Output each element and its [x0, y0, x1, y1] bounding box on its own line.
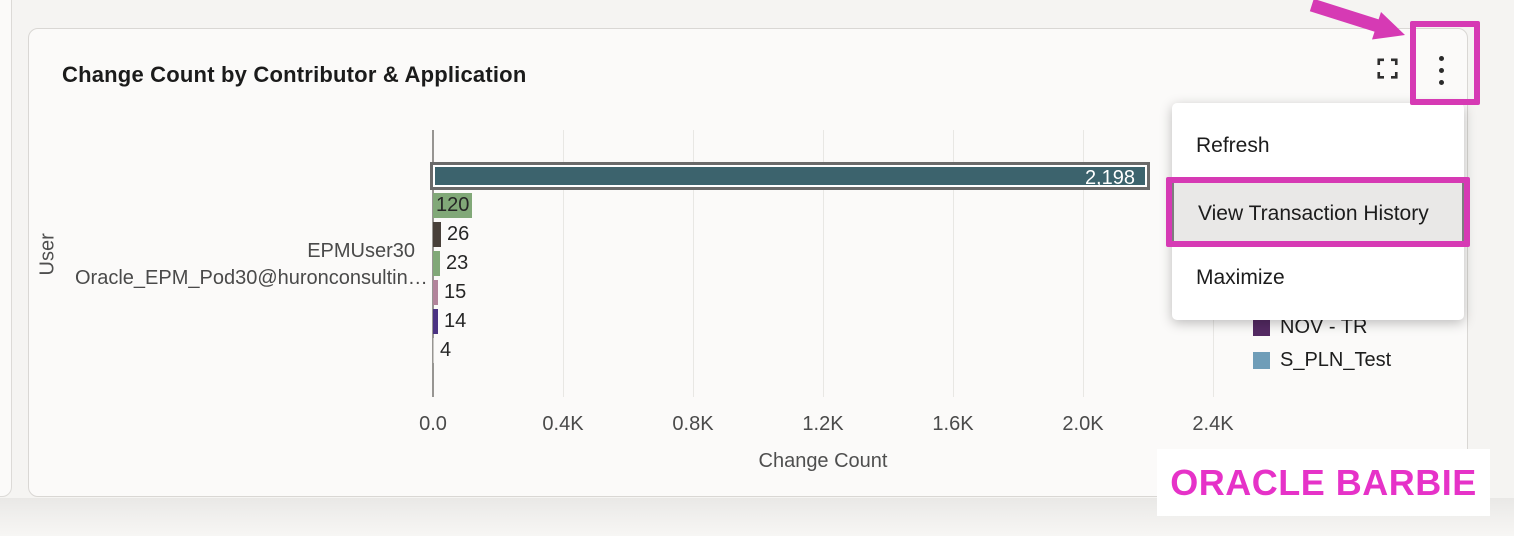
bar-segment[interactable]	[433, 193, 472, 218]
category-label: Oracle_EPM_Pod30@huronconsultin…	[75, 267, 428, 289]
kebab-menu-icon	[1438, 55, 1444, 85]
bar-segment[interactable]	[430, 162, 1150, 190]
expand-icon	[1376, 58, 1398, 82]
legend-label: S_PLN_Test	[1280, 349, 1392, 371]
gridline	[563, 130, 564, 397]
expand-button[interactable]	[1371, 54, 1403, 86]
x-axis-title: Change Count	[758, 450, 888, 472]
x-tick-label: 0.0	[419, 413, 447, 435]
x-tick-label: 0.8K	[672, 413, 714, 435]
gridline	[1083, 130, 1084, 397]
menu-item-view-transaction-history[interactable]: View Transaction History	[1172, 181, 1464, 247]
bar-segment[interactable]	[433, 280, 438, 305]
menu-item-maximize[interactable]: Maximize	[1196, 266, 1285, 289]
x-tick-label: 2.0K	[1062, 413, 1104, 435]
widget-context-menu: Refresh View Transaction History Maximiz…	[1172, 103, 1464, 320]
x-tick-label: 2.4K	[1192, 413, 1234, 435]
legend-swatch	[1253, 319, 1270, 336]
legend-item[interactable]: NOV - TR	[1253, 316, 1391, 339]
gridline	[823, 130, 824, 397]
bar-value-label: 14	[444, 310, 467, 332]
gridline	[693, 130, 694, 397]
legend-item[interactable]: S_PLN_Test	[1253, 349, 1391, 372]
bar-segment[interactable]	[433, 222, 441, 247]
menu-item-refresh[interactable]: Refresh	[1196, 134, 1270, 157]
bar-value-label: 26	[447, 223, 470, 245]
widget-title: Change Count by Contributor & Applicatio…	[62, 62, 527, 87]
x-tick-label: 1.6K	[932, 413, 974, 435]
bar-segment[interactable]	[433, 251, 440, 276]
badge-text: ORACLE BARBIE	[1170, 461, 1477, 503]
x-tick-label: 1.2K	[802, 413, 844, 435]
category-label: EPMUser30	[307, 240, 415, 262]
oracle-barbie-badge: ORACLE BARBIE	[1157, 449, 1490, 516]
bar-value-label: 15	[444, 281, 467, 303]
bar-segment[interactable]	[433, 338, 434, 363]
bar-value-label: 4	[440, 339, 452, 361]
bar-segment[interactable]	[433, 309, 438, 334]
gridline	[953, 130, 954, 397]
chart-legend: NOV - TR S_PLN_Test	[1253, 316, 1391, 382]
bar-value-label: 120	[436, 194, 470, 216]
bar-value-label: 2,198	[1084, 167, 1135, 189]
legend-swatch	[1253, 352, 1270, 369]
y-axis-title: User	[36, 233, 59, 276]
bar-value-label: 23	[446, 252, 469, 274]
kebab-menu-button[interactable]	[1426, 50, 1456, 90]
x-tick-label: 0.4K	[542, 413, 584, 435]
legend-label: NOV - TR	[1280, 316, 1368, 338]
